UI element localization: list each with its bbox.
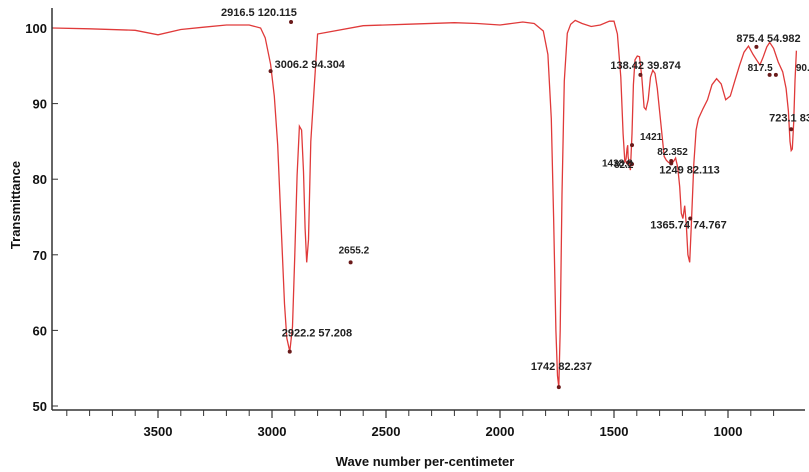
- peak-label: 82.2: [614, 160, 634, 171]
- peak-marker: [287, 349, 292, 354]
- peak-label: 82.352: [657, 147, 688, 158]
- x-axis-title: Wave number per-centimeter: [336, 454, 515, 469]
- peak-marker: [773, 72, 778, 77]
- peak-label: 1365.74 74.767: [650, 220, 726, 232]
- peak-label: 2916.5 120.115: [221, 7, 297, 19]
- peak-marker: [630, 143, 635, 148]
- peak-marker: [638, 72, 643, 77]
- peak-marker: [754, 44, 759, 49]
- peak-marker: [669, 161, 674, 166]
- y-tick-label: 60: [33, 323, 47, 338]
- peak-marker: [767, 72, 772, 77]
- x-tick-label: 2500: [372, 424, 401, 439]
- x-tick-label: 1500: [600, 424, 629, 439]
- peak-label: 3006.2 94.304: [275, 59, 346, 71]
- y-axis-title: Transmittance: [8, 161, 23, 249]
- y-tick-label: 80: [33, 172, 47, 187]
- peak-label: 1249 82.113: [659, 164, 720, 176]
- peak-marker: [556, 385, 561, 390]
- peak-marker: [688, 216, 693, 221]
- x-tick-label: 3000: [258, 424, 287, 439]
- x-tick-label: 3500: [144, 424, 173, 439]
- peak-marker: [268, 69, 273, 74]
- peak-marker: [625, 160, 630, 165]
- peak-marker: [289, 19, 294, 24]
- peak-label: 138.42 39.874: [610, 60, 681, 72]
- x-tick-label: 1000: [714, 424, 743, 439]
- peak-marker: [630, 162, 635, 167]
- y-tick-label: 70: [33, 248, 47, 263]
- peak-label: 2655.2: [339, 245, 370, 256]
- spectrum-series-line: [52, 19, 798, 388]
- y-tick-label: 50: [33, 399, 47, 414]
- peak-label: 875.4 54.982: [736, 33, 800, 45]
- peak-label: 817.5: [748, 63, 773, 74]
- peak-annotations: 3006.2 94.304 2655.2 2922.2 57.208 2916.5 1…: [221, 7, 809, 390]
- peak-label: 90.35: [796, 63, 809, 74]
- y-ticks: 100 90 80 70 60 50: [25, 21, 58, 414]
- x-minor-ticks: [66, 410, 775, 416]
- peak-label: 1742 82.237: [531, 361, 592, 373]
- peak-label: 1421: [640, 132, 663, 143]
- y-tick-label: 100: [25, 21, 47, 36]
- peak-label: 1438.8: [602, 159, 633, 170]
- y-tick-label: 90: [33, 97, 47, 112]
- peak-label: 723.1 83,482: [769, 112, 809, 124]
- x-tick-label: 2000: [486, 424, 515, 439]
- peak-marker: [789, 127, 794, 132]
- peak-label: 2922.2 57.208: [282, 328, 352, 340]
- axes: [51, 8, 805, 411]
- x-ticks: 3500 3000 2500 2000 1500 1000: [144, 410, 743, 439]
- peak-marker: [348, 260, 353, 265]
